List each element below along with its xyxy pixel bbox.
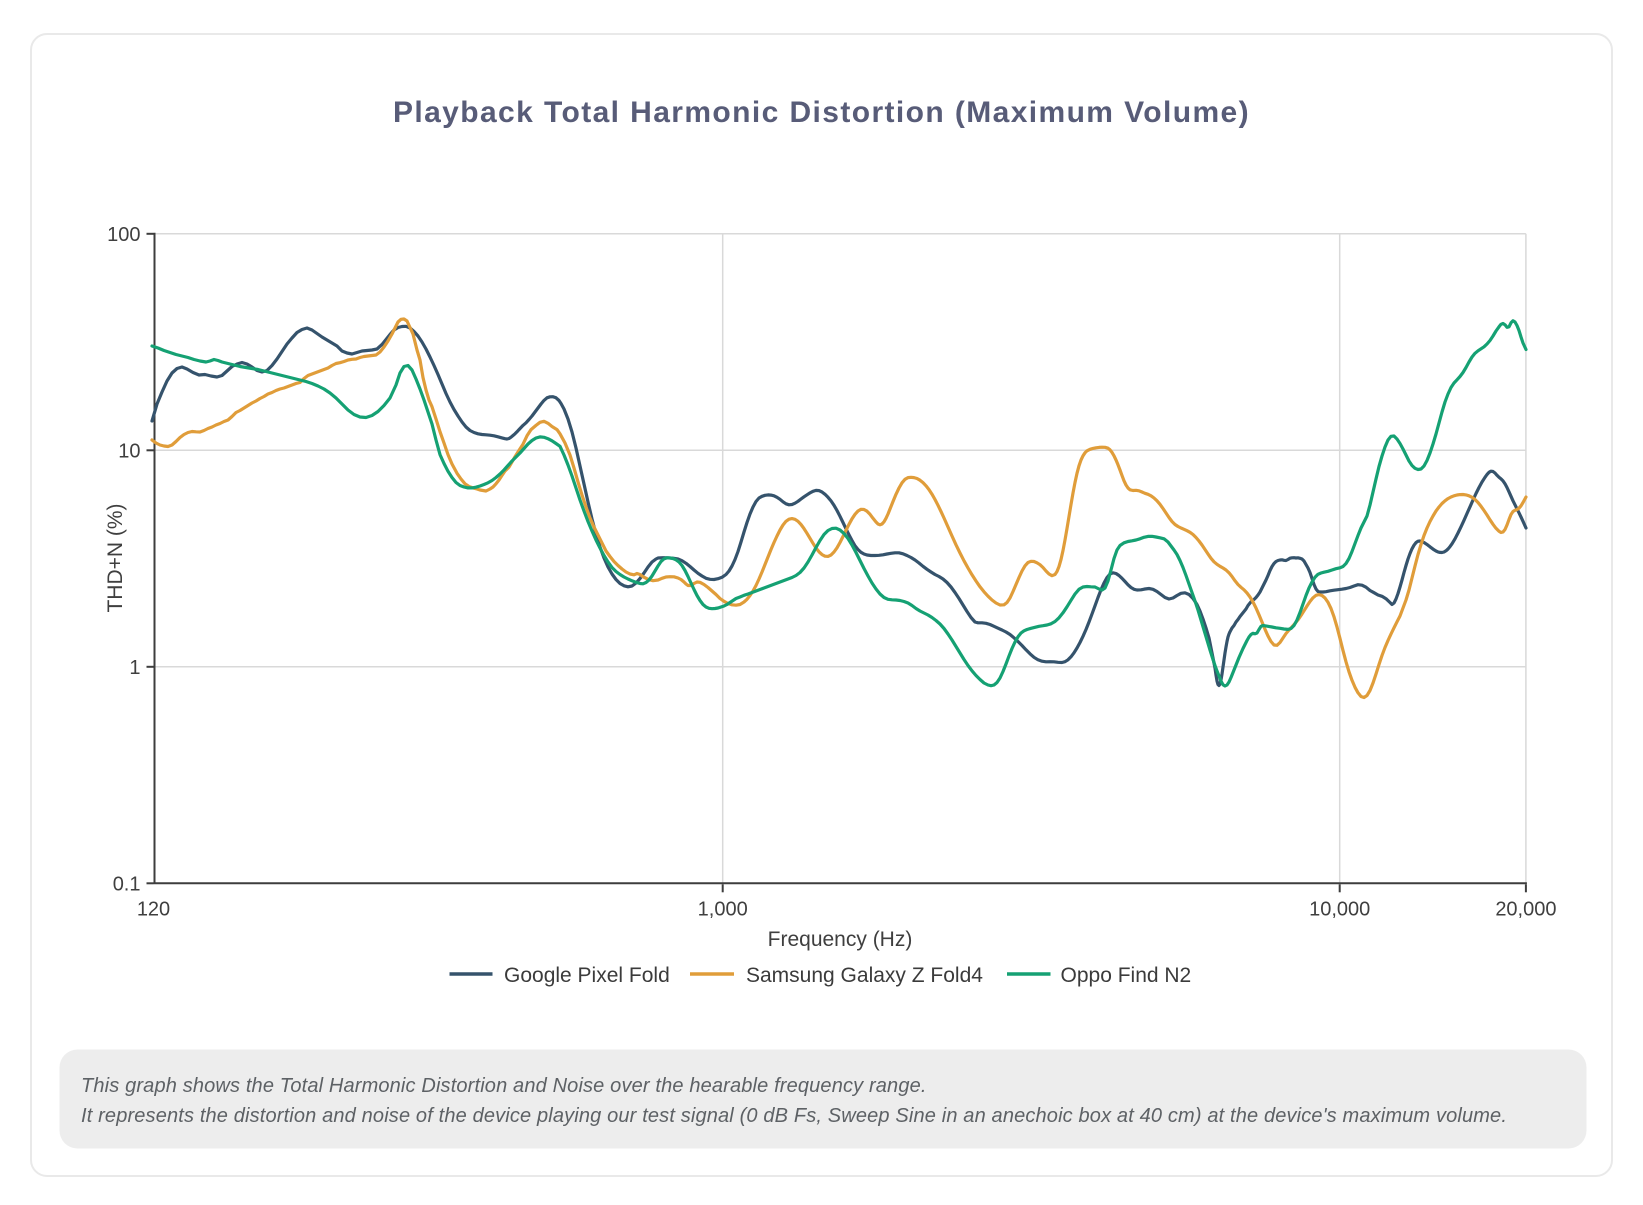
svg-text:1: 1 [129, 657, 140, 679]
svg-text:This graph shows the Total Har: This graph shows the Total Harmonic Dist… [81, 1075, 927, 1097]
svg-text:Playback Total Harmonic Distor: Playback Total Harmonic Distortion (Maxi… [393, 96, 1250, 129]
svg-text:120: 120 [137, 898, 170, 920]
svg-text:Samsung Galaxy Z Fold4: Samsung Galaxy Z Fold4 [746, 964, 983, 987]
svg-text:THD+N (%): THD+N (%) [104, 503, 127, 612]
svg-text:20,000: 20,000 [1495, 898, 1556, 920]
svg-text:Oppo Find N2: Oppo Find N2 [1061, 964, 1192, 987]
svg-text:Google Pixel Fold: Google Pixel Fold [504, 964, 670, 987]
svg-text:1,000: 1,000 [698, 898, 748, 920]
svg-text:100: 100 [107, 224, 140, 246]
svg-text:Frequency (Hz): Frequency (Hz) [768, 928, 913, 951]
svg-text:10: 10 [118, 440, 140, 462]
svg-text:10,000: 10,000 [1309, 898, 1370, 920]
svg-text:0.1: 0.1 [113, 873, 141, 895]
svg-text:It represents the distortion a: It represents the distortion and noise o… [81, 1105, 1507, 1127]
